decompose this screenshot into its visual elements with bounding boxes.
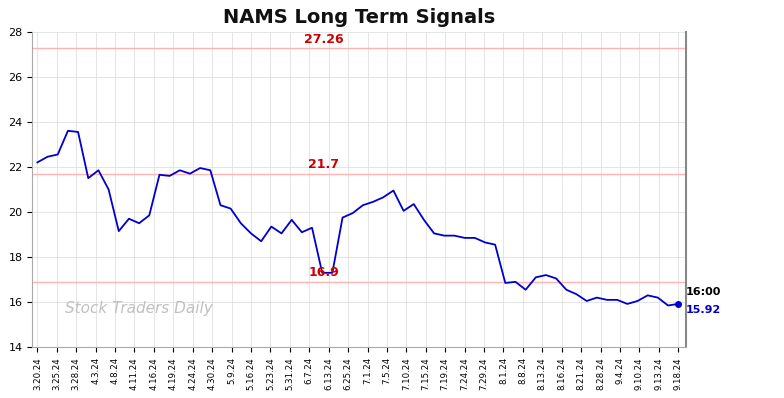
Title: NAMS Long Term Signals: NAMS Long Term Signals [223,8,495,27]
Text: 21.7: 21.7 [308,158,339,171]
Text: Stock Traders Daily: Stock Traders Daily [65,300,212,316]
Text: 16.9: 16.9 [308,266,339,279]
Text: 15.92: 15.92 [685,304,720,314]
Text: 16:00: 16:00 [685,287,720,297]
Text: 27.26: 27.26 [304,33,343,46]
